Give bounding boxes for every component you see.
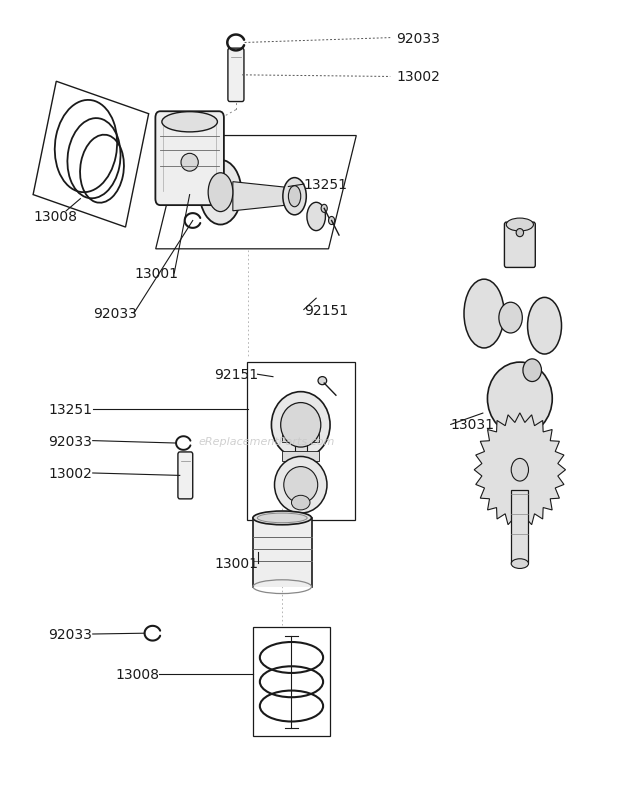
- Text: 13008: 13008: [115, 667, 159, 680]
- Text: 13001: 13001: [134, 267, 178, 281]
- Ellipse shape: [291, 496, 310, 510]
- Polygon shape: [233, 182, 294, 212]
- Text: 13001: 13001: [215, 556, 259, 570]
- Ellipse shape: [487, 363, 552, 436]
- Text: 13031: 13031: [451, 418, 495, 432]
- Bar: [512, 491, 528, 563]
- Ellipse shape: [181, 154, 198, 172]
- Polygon shape: [156, 136, 356, 250]
- Ellipse shape: [275, 457, 327, 513]
- Ellipse shape: [208, 174, 233, 212]
- Ellipse shape: [507, 219, 533, 232]
- Ellipse shape: [272, 393, 330, 458]
- Ellipse shape: [464, 280, 504, 349]
- FancyBboxPatch shape: [178, 453, 193, 500]
- Ellipse shape: [321, 205, 327, 213]
- Bar: [282, 433, 319, 443]
- Bar: [253, 628, 330, 736]
- Bar: [294, 418, 307, 465]
- Text: 92033: 92033: [396, 32, 440, 45]
- Bar: [282, 452, 319, 461]
- Text: 13002: 13002: [48, 466, 92, 480]
- Ellipse shape: [284, 467, 317, 504]
- Bar: [247, 363, 355, 520]
- Text: 92151: 92151: [304, 303, 348, 317]
- Ellipse shape: [499, 303, 522, 333]
- Text: 13002: 13002: [396, 71, 440, 84]
- Ellipse shape: [512, 559, 528, 569]
- Text: 92033: 92033: [93, 307, 136, 320]
- Text: 13008: 13008: [33, 210, 78, 224]
- Ellipse shape: [257, 513, 307, 523]
- Ellipse shape: [329, 217, 335, 225]
- Ellipse shape: [281, 403, 321, 448]
- Ellipse shape: [528, 298, 562, 354]
- Text: 13251: 13251: [304, 178, 348, 192]
- Ellipse shape: [162, 113, 218, 133]
- Bar: [253, 518, 311, 587]
- Ellipse shape: [318, 377, 327, 385]
- Text: 92033: 92033: [48, 434, 92, 448]
- FancyBboxPatch shape: [156, 112, 224, 206]
- Ellipse shape: [283, 178, 306, 216]
- Ellipse shape: [307, 203, 326, 231]
- Text: 13251: 13251: [48, 402, 92, 417]
- FancyBboxPatch shape: [228, 49, 244, 102]
- Text: eReplacementParts.com: eReplacementParts.com: [198, 437, 335, 447]
- Polygon shape: [474, 414, 565, 527]
- Text: 92033: 92033: [48, 627, 92, 642]
- FancyBboxPatch shape: [505, 223, 535, 268]
- Ellipse shape: [523, 359, 541, 382]
- Ellipse shape: [288, 187, 301, 208]
- Ellipse shape: [200, 161, 241, 225]
- Ellipse shape: [516, 230, 523, 238]
- Ellipse shape: [253, 512, 311, 525]
- Polygon shape: [33, 82, 149, 228]
- Ellipse shape: [512, 459, 528, 482]
- Text: 92151: 92151: [215, 368, 259, 382]
